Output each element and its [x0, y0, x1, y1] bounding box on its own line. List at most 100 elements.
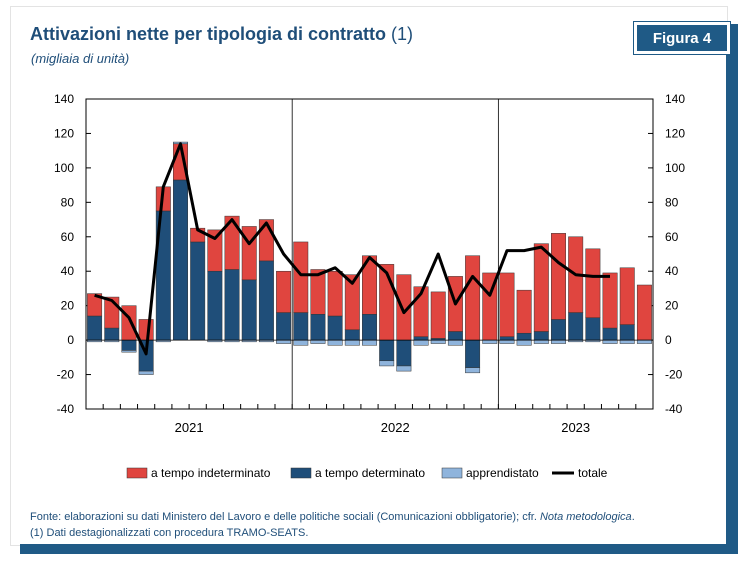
y-tick-label-right: 40	[665, 264, 679, 278]
y-tick-label-left: 40	[61, 264, 75, 278]
bar-indeterminato	[465, 255, 481, 341]
bar-indeterminato	[310, 269, 326, 315]
y-tick-label-left: 80	[61, 195, 75, 209]
bar-determinato	[413, 336, 429, 341]
y-tick-label-left: -40	[57, 402, 75, 416]
bar-apprendistato	[482, 339, 498, 344]
figure-badge: Figura 4	[633, 21, 731, 55]
y-tick-label-right: -20	[665, 368, 683, 382]
bar-apprendistato	[413, 339, 429, 346]
bar-apprendistato	[499, 339, 515, 344]
bar-indeterminato	[224, 215, 240, 270]
bar-determinato	[121, 339, 137, 351]
bar-determinato	[447, 331, 463, 341]
legend-label: a tempo indeterminato	[151, 466, 271, 480]
plot-area	[85, 98, 654, 410]
bar-indeterminato	[207, 229, 223, 272]
year-label: 2023	[561, 420, 590, 435]
bar-apprendistato	[121, 350, 137, 353]
legend-label: a tempo determinato	[315, 466, 425, 480]
bar-determinato	[619, 324, 635, 341]
y-tick-label-left: 60	[61, 230, 75, 244]
bar-indeterminato	[602, 272, 618, 329]
year-label: 2022	[381, 420, 410, 435]
bar-indeterminato	[87, 293, 103, 317]
bar-determinato	[465, 339, 481, 368]
bar-determinato	[310, 314, 326, 341]
bar-determinato	[241, 279, 257, 341]
bar-apprendistato	[379, 360, 395, 367]
bar-determinato	[327, 315, 343, 341]
bar-indeterminato	[430, 291, 446, 339]
bar-apprendistato	[138, 370, 154, 375]
chart-title-note: (1)	[391, 24, 414, 44]
card-shadow-bottom	[20, 544, 738, 554]
bar-indeterminato	[551, 233, 566, 320]
bar-determinato	[293, 312, 309, 341]
bar-determinato	[258, 260, 274, 341]
y-tick-label-right: 0	[665, 333, 672, 347]
year-label: 2021	[175, 420, 204, 435]
y-tick-label-left: 100	[54, 161, 74, 175]
bar-determinato	[602, 327, 618, 341]
bar-indeterminato	[499, 272, 515, 337]
bar-indeterminato	[533, 243, 549, 332]
y-tick-label-right: 80	[665, 195, 679, 209]
source-link-text: Nota metodologica	[539, 511, 632, 523]
bar-determinato	[173, 179, 188, 341]
y-tick-label-right: 100	[665, 161, 685, 175]
bar-apprendistato	[533, 339, 549, 344]
bar-apprendistato	[276, 339, 292, 344]
bar-determinato	[499, 336, 515, 341]
footnote-line: (1) Dati destagionalizzati con procedura…	[30, 527, 309, 539]
bar-apprendistato	[465, 367, 481, 374]
bar-determinato	[396, 339, 412, 367]
y-tick-label-left: 0	[67, 333, 74, 347]
bar-determinato	[207, 270, 223, 341]
bar-indeterminato	[516, 289, 532, 334]
bar-indeterminato	[138, 319, 154, 341]
bar-indeterminato	[276, 270, 292, 313]
y-tick-label-right: -40	[665, 402, 683, 416]
legend-swatch	[441, 467, 463, 479]
bar-determinato	[87, 315, 103, 341]
bar-determinato	[533, 331, 549, 341]
bar-apprendistato	[430, 339, 446, 344]
bar-apprendistato	[327, 339, 343, 346]
y-tick-label-right: 120	[665, 126, 685, 140]
bar-indeterminato	[362, 255, 377, 315]
bar-indeterminato	[344, 274, 360, 331]
bar-determinato	[190, 241, 206, 341]
legend-label: totale	[578, 466, 608, 480]
chart-footer: Fonte: elaborazioni su dati Ministero de…	[30, 509, 635, 541]
legend-swatch	[290, 467, 312, 479]
bar-determinato	[224, 269, 240, 341]
y-tick-label-right: 60	[665, 230, 679, 244]
legend-swatch	[126, 467, 148, 479]
source-suffix: .	[631, 511, 635, 523]
bar-apprendistato	[516, 339, 532, 346]
bar-determinato	[276, 312, 292, 341]
line-totale	[94, 142, 610, 356]
bar-apprendistato	[551, 339, 566, 344]
bar-apprendistato	[447, 339, 463, 346]
bar-apprendistato	[310, 339, 326, 344]
bar-determinato	[362, 314, 377, 341]
y-tick-label-left: 20	[61, 299, 75, 313]
bar-indeterminato	[293, 241, 309, 313]
bar-determinato	[379, 339, 395, 362]
bar-indeterminato	[585, 248, 601, 318]
bar-determinato	[104, 327, 120, 341]
bar-determinato	[516, 332, 532, 341]
y-tick-label-right: 20	[665, 299, 679, 313]
source-line: Fonte: elaborazioni su dati Ministero de…	[30, 509, 635, 525]
bar-indeterminato	[327, 270, 343, 317]
bar-determinato	[585, 317, 601, 341]
bar-apprendistato	[636, 339, 652, 344]
chart-title: Attivazioni nette per tipologia di contr…	[30, 24, 413, 45]
bar-apprendistato	[602, 339, 618, 344]
bar-determinato	[551, 319, 566, 341]
y-tick-label-right: 140	[665, 92, 685, 106]
source-text: Fonte: elaborazioni su dati Ministero de…	[30, 511, 537, 523]
